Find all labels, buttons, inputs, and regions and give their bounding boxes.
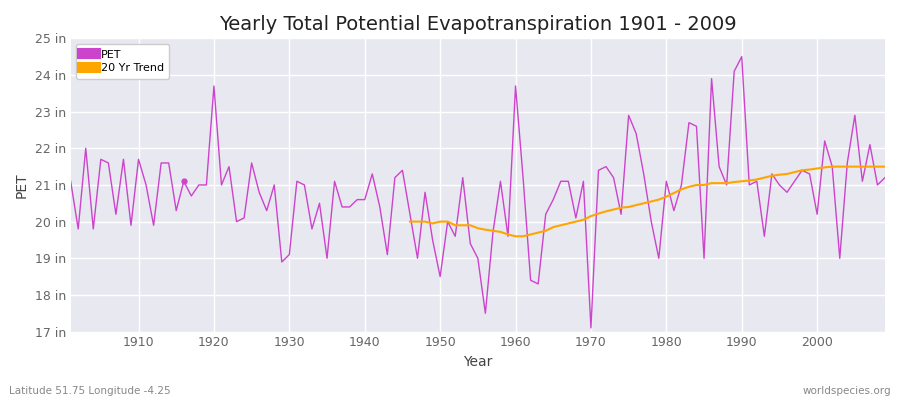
20 Yr Trend: [879, 164, 890, 169]
PET: [879, 175, 890, 180]
PET: [66, 179, 77, 184]
Line: PET: PET: [71, 57, 885, 328]
20 Yr Trend: [405, 219, 416, 224]
20 Yr Trend: [465, 223, 476, 228]
Line: 20 Yr Trend: 20 Yr Trend: [410, 167, 885, 236]
PET: [292, 179, 302, 184]
20 Yr Trend: [721, 181, 732, 186]
20 Yr Trend: [510, 234, 521, 239]
X-axis label: Year: Year: [464, 355, 492, 369]
PET: [608, 175, 619, 180]
PET: [337, 204, 347, 209]
PET: [126, 223, 137, 228]
Text: worldspecies.org: worldspecies.org: [803, 386, 891, 396]
Y-axis label: PET: PET: [15, 172, 29, 198]
PET: [736, 54, 747, 59]
PET: [510, 84, 521, 88]
20 Yr Trend: [646, 199, 657, 204]
PET: [502, 234, 513, 239]
20 Yr Trend: [676, 187, 687, 192]
20 Yr Trend: [608, 207, 619, 212]
Legend: PET, 20 Yr Trend: PET, 20 Yr Trend: [76, 44, 169, 78]
Text: Latitude 51.75 Longitude -4.25: Latitude 51.75 Longitude -4.25: [9, 386, 171, 396]
PET: [586, 326, 597, 330]
Title: Yearly Total Potential Evapotranspiration 1901 - 2009: Yearly Total Potential Evapotranspiratio…: [219, 15, 736, 34]
20 Yr Trend: [714, 181, 724, 186]
20 Yr Trend: [827, 164, 838, 169]
